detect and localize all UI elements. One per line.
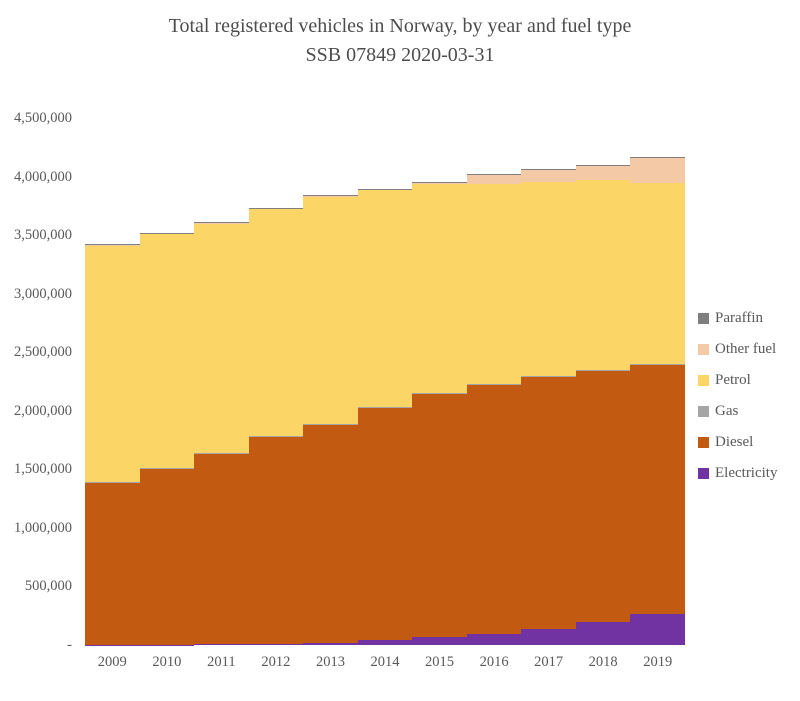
legend-swatch-icon	[698, 313, 709, 324]
x-tick-label-2015: 2015	[425, 654, 455, 670]
bar-segment-electricity-2013	[303, 642, 358, 645]
column-2012	[248, 118, 304, 645]
bar-segment-petrol-2016	[466, 184, 522, 384]
legend-item-diesel: Diesel	[698, 427, 798, 458]
x-tick-label-2014: 2014	[370, 654, 400, 670]
y-tick-label: 1,500,000	[14, 461, 72, 478]
column-2014	[357, 118, 413, 645]
y-tick-label: -	[67, 637, 72, 653]
legend-label: Gas	[715, 403, 739, 419]
bar-segment-diesel-2012	[248, 436, 304, 644]
chart-subtitle: SSB 07849 2020-03-31	[305, 44, 495, 66]
bar-segment-diesel-2014	[357, 407, 413, 641]
x-tick-label-2012: 2012	[261, 654, 291, 670]
bar-segment-diesel-2010	[139, 468, 195, 645]
bar-segment-electricity-2015	[412, 636, 467, 645]
legend-item-gas: Gas	[698, 396, 798, 427]
bar-segment-other-fuel-2018	[575, 164, 631, 181]
legend-item-electricity: Electricity	[698, 458, 798, 489]
legend-swatch-icon	[698, 344, 709, 355]
bar-segment-electricity-2016	[466, 633, 522, 645]
column-2009	[85, 118, 140, 645]
bar-segment-electricity-2019	[630, 614, 685, 645]
y-tick-label: 3,500,000	[14, 227, 72, 244]
bar-segment-other-fuel-2017	[521, 169, 576, 183]
column-2019	[630, 118, 685, 645]
legend-item-paraffin: Paraffin	[698, 303, 798, 334]
column-2018	[575, 118, 631, 645]
legend-label: Other fuel	[715, 341, 777, 357]
bar-segment-other-fuel-2019	[630, 157, 685, 184]
x-tick-label-2017: 2017	[534, 654, 564, 670]
bar-segment-other-fuel-2015	[412, 182, 467, 185]
bar-segment-electricity-2017	[521, 628, 576, 645]
bar-segment-petrol-2019	[630, 183, 685, 364]
bar-segment-petrol-2015	[412, 184, 467, 393]
column-2016	[466, 118, 522, 645]
x-tick-label-2013: 2013	[315, 654, 345, 670]
column-2017	[521, 118, 576, 645]
bar-segment-electricity-2014	[357, 640, 413, 645]
column-2011	[194, 118, 249, 645]
bar-segment-other-fuel-2009	[85, 244, 140, 246]
x-tick-label-2011: 2011	[207, 654, 236, 670]
bar-segment-petrol-2011	[194, 223, 249, 454]
bar-segment-petrol-2010	[139, 233, 195, 469]
bar-segment-diesel-2016	[466, 384, 522, 634]
bar-segment-diesel-2015	[412, 393, 467, 637]
x-tick-label-2019: 2019	[643, 654, 673, 670]
x-tick-label-2010: 2010	[152, 654, 182, 670]
y-tick-label: 3,000,000	[14, 285, 72, 302]
bar-segment-diesel-2013	[303, 424, 358, 643]
legend-swatch-icon	[698, 406, 709, 417]
x-tick-label-2009: 2009	[97, 654, 127, 670]
column-2010	[139, 118, 195, 645]
column-2015	[412, 118, 467, 645]
bar-segment-petrol-2017	[521, 182, 576, 377]
column-2013	[303, 118, 358, 645]
bar-segment-other-fuel-2012	[248, 208, 304, 210]
bar-segment-diesel-2018	[575, 369, 631, 623]
x-tick-label-2016: 2016	[479, 654, 509, 670]
bar-segment-electricity-2012	[248, 643, 304, 645]
y-tick-label: 4,500,000	[14, 110, 72, 126]
y-tick-label: 1,000,000	[14, 519, 72, 536]
legend-swatch-icon	[698, 437, 709, 448]
bar-segment-other-fuel-2010	[139, 232, 195, 234]
bar-segment-diesel-2017	[521, 376, 576, 629]
legend-item-petrol: Petrol	[698, 365, 798, 396]
legend-swatch-icon	[698, 375, 709, 386]
bar-segment-petrol-2012	[248, 209, 304, 437]
chart-plot-area	[85, 118, 685, 645]
y-tick-label: 2,000,000	[14, 402, 72, 419]
x-tick-label-2018: 2018	[588, 654, 618, 670]
y-tick-label: 2,500,000	[14, 344, 72, 361]
bar-segment-petrol-2013	[303, 196, 358, 425]
legend-label: Paraffin	[715, 310, 764, 326]
legend-item-other-fuel: Other fuel	[698, 334, 798, 365]
bar-segment-petrol-2009	[85, 245, 140, 483]
bar-segment-other-fuel-2016	[466, 174, 522, 185]
legend-label: Electricity	[715, 465, 778, 481]
bar-segment-electricity-2018	[575, 622, 631, 645]
chart-legend: Paraffin Other fuel Petrol Gas Diesel Electri…	[698, 303, 798, 489]
bar-segment-electricity-2011	[194, 644, 249, 645]
legend-swatch-icon	[698, 468, 709, 479]
bar-segment-diesel-2011	[194, 453, 249, 645]
bar-segment-petrol-2018	[575, 180, 631, 370]
bar-segment-diesel-2009	[85, 482, 140, 645]
bar-segment-diesel-2019	[630, 364, 685, 615]
chart-title: Total registered vehicles in Norway, by …	[168, 15, 632, 37]
bar-segment-petrol-2014	[357, 190, 413, 408]
bar-segment-other-fuel-2013	[303, 195, 358, 197]
y-tick-label: 500,000	[24, 578, 72, 595]
bar-segment-other-fuel-2011	[194, 222, 249, 224]
chart-title-block: Total registered vehicles in Norway, by …	[0, 12, 800, 70]
bar-segment-other-fuel-2014	[357, 188, 413, 191]
legend-label: Diesel	[715, 434, 754, 450]
y-tick-label: 4,000,000	[14, 168, 72, 185]
legend-label: Petrol	[715, 372, 751, 388]
